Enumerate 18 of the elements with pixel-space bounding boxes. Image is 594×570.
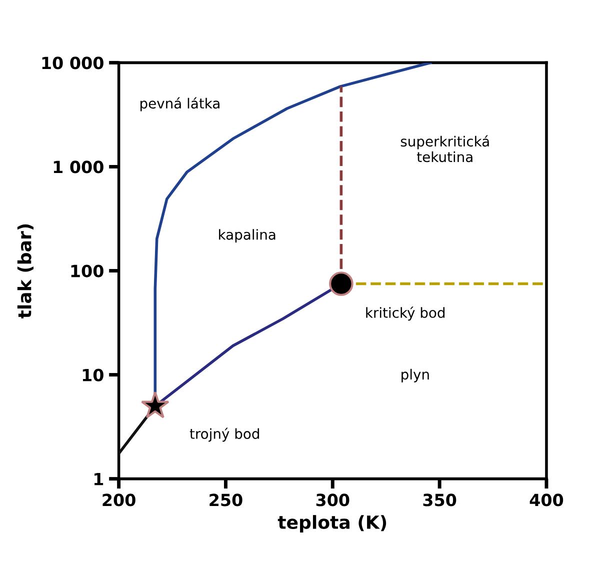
x-tick-label: 200 <box>102 494 136 506</box>
x-tick-label: 350 <box>423 494 456 506</box>
y-tick-label: 1 000 <box>54 160 104 174</box>
x-tick-label: 250 <box>210 494 242 506</box>
y-tick-label: 1 <box>94 472 104 486</box>
y-tick-label: 100 <box>71 264 104 278</box>
x-tick-label: 300 <box>316 494 350 506</box>
annotation: superkritická tekutina <box>400 135 489 162</box>
annotation: plyn <box>402 368 429 382</box>
annotation: trojný bod <box>190 428 259 442</box>
annotation: pevná látka <box>140 97 220 112</box>
y-tick-label: 10 <box>82 368 104 382</box>
y-axis-title: tlak (bar) <box>17 224 34 318</box>
x-tick-label: 400 <box>530 494 564 506</box>
x-axis-title: teplota (K) <box>278 515 386 533</box>
annotation: kritický bod <box>366 306 445 321</box>
annotation: kapalina <box>219 229 276 243</box>
y-tick-label: 10 000 <box>42 56 104 70</box>
